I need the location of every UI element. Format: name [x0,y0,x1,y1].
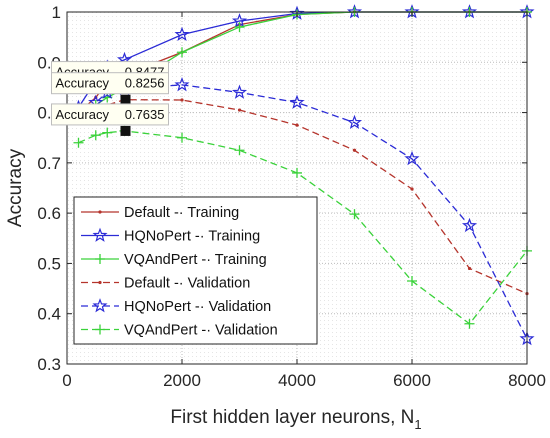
point-marker [295,123,299,127]
star-marker [461,217,478,233]
legend-entry: HQNoPert -· Validation [81,298,271,315]
data-tip-marker [120,125,131,136]
legend-entry: VQAndPert -· Training [81,252,267,268]
legend-label: HQNoPert -· Training [124,229,260,245]
series-line [78,130,528,325]
data-tip-marker [120,94,131,105]
star-marker [404,150,420,166]
y-tick-label: 0.4 [37,305,61,324]
data-tip-label: Accuracy [56,76,110,91]
plus-marker [95,254,105,264]
star-marker [92,298,108,313]
plus-marker [95,324,105,335]
data-tip-value: 0.8256 [125,76,165,91]
star-marker [174,26,190,42]
y-axis-label: Accuracy [5,148,26,227]
legend-label: VQAndPert -· Validation [124,323,278,339]
legend: Default -· Training HQNoPert -· Training V… [73,196,318,345]
plus-marker [292,167,302,178]
data-tip: Accuracy 0.7635 [51,103,169,136]
plus-marker [464,318,475,329]
legend-label: HQNoPert -· Validation [124,299,271,315]
star-marker [346,114,363,130]
x-tick-label: 8000 [508,371,546,390]
point-marker [352,148,357,152]
y-tick-label: 0.3 [37,355,61,374]
point-marker [98,210,102,214]
plus-marker [90,130,101,141]
x-tick-label: 2000 [163,371,201,390]
point-marker [98,280,102,285]
series-line [78,84,528,340]
plus-marker [177,132,187,143]
point-marker [180,98,184,102]
point-marker [237,108,242,112]
x-axis-label-subscript: 1 [414,417,421,432]
x-axis-label-main: First hidden layer neurons, N [170,407,414,428]
plus-marker [407,276,417,287]
star-marker [174,76,190,92]
legend-box [73,196,318,345]
star-marker [92,227,108,242]
plus-marker [234,145,245,156]
legend-label: Default -· Training [124,205,239,221]
data-tip-label: Accuracy [56,107,110,122]
legend-label: Default -· Validation [124,276,250,292]
point-marker [410,187,414,191]
legend-entry: HQNoPert -· Training [81,227,260,245]
x-axis-label: First hidden layer neurons, N1 [170,407,421,432]
x-tick-label: 4000 [278,371,316,390]
plus-marker [234,22,245,33]
y-tick-label: 0.7 [37,154,61,173]
x-tick-label: 6000 [393,371,431,390]
legend-entry: Default -· Training [81,205,239,221]
plus-marker [349,209,360,220]
y-tick-label: 1 [52,3,61,22]
data-tip: Accuracy 0.8256 [51,72,169,105]
legend-entry: VQAndPert -· Validation [81,323,278,339]
data-tip-value: 0.7635 [125,107,165,122]
legend-label: VQAndPert -· Training [124,252,267,268]
y-tick-label: 0.5 [37,254,61,273]
y-tick-label: 0.6 [37,204,61,223]
plus-marker [177,47,187,58]
point-marker [467,266,472,271]
data-tip-box [51,103,169,126]
data-tip-box [51,72,169,95]
star-marker [231,84,248,99]
star-marker [289,94,305,109]
plus-marker [102,127,113,138]
x-tick-label: 0 [62,371,71,390]
legend-entry: Default -· Validation [81,276,250,292]
plus-marker [73,137,84,148]
